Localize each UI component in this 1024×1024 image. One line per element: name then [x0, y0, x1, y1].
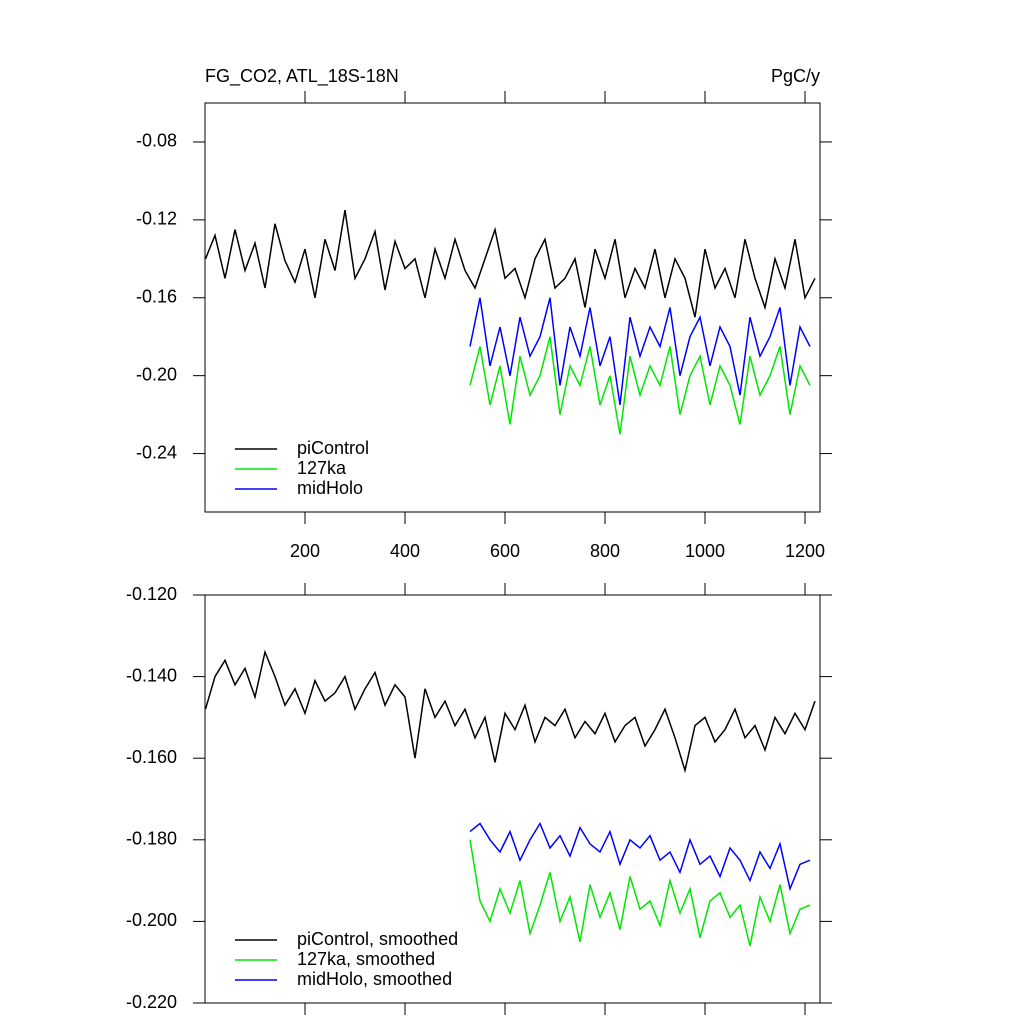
x-tick-label: 200 [290, 541, 320, 561]
y-tick-label: -0.200 [126, 910, 177, 930]
data-line [469, 297, 811, 406]
x-tick-label: 1200 [785, 541, 825, 561]
legend-label: 127ka [297, 458, 347, 478]
y-tick-label: -0.160 [126, 747, 177, 767]
x-tick-label: 600 [490, 541, 520, 561]
data-line [469, 839, 811, 947]
y-tick-label: -0.220 [126, 992, 177, 1012]
data-line [204, 209, 816, 318]
y-tick-label: -0.120 [126, 584, 177, 604]
x-tick-label: 800 [590, 541, 620, 561]
plot-frame [204, 102, 821, 513]
chart-title: FG_CO2, ATL_18S-18N [205, 66, 399, 87]
y-tick-label: -0.24 [136, 442, 177, 462]
y-tick-label: -0.20 [136, 364, 177, 384]
units-label: PgC/y [771, 66, 820, 86]
legend-label: midHolo, smoothed [297, 969, 452, 989]
legend-label: piControl, smoothed [297, 929, 458, 949]
y-tick-label: -0.12 [136, 209, 177, 229]
y-tick-label: -0.16 [136, 287, 177, 307]
legend-label: 127ka, smoothed [297, 949, 435, 969]
x-tick-label: 1000 [685, 541, 725, 561]
data-line [469, 821, 811, 892]
y-tick-label: -0.08 [136, 131, 177, 151]
legend-label: midHolo [297, 478, 363, 498]
plot-frame [204, 594, 821, 1004]
data-line [469, 336, 811, 435]
legend-label: piControl [297, 438, 369, 458]
x-tick-label: 400 [390, 541, 420, 561]
y-tick-label: -0.140 [126, 665, 177, 685]
y-tick-label: -0.180 [126, 829, 177, 849]
data-line [204, 649, 816, 774]
